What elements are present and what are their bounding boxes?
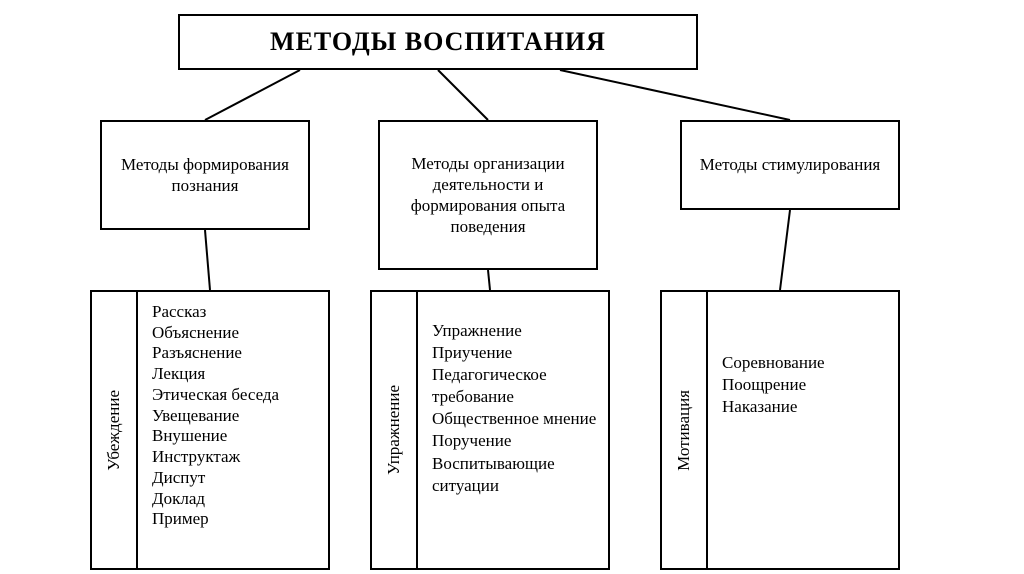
category-label: Методы стимулирования <box>700 154 881 175</box>
list-item: Общественное мнение <box>432 408 598 430</box>
connector <box>488 270 490 290</box>
list-box-2: Упражнение Упражнение Приучение Педагоги… <box>370 290 610 570</box>
list-item: Наказание <box>722 396 888 418</box>
list-item: Соревнование <box>722 352 888 374</box>
side-label-text: Мотивация <box>672 384 696 477</box>
category-label: Методы формирования познания <box>108 154 302 197</box>
list-item: Лекция <box>152 364 318 385</box>
list-box-1: Убеждение Рассказ Объяснение Разъяснение… <box>90 290 330 570</box>
list-box-3: Мотивация Соревнование Поощрение Наказан… <box>660 290 900 570</box>
list-item: Педагогическое требование <box>432 364 598 408</box>
list-item: Воспитывающие ситуации <box>432 453 598 497</box>
side-label-text: Упражнение <box>382 379 406 481</box>
list-item: Рассказ <box>152 302 318 323</box>
connector <box>205 230 210 290</box>
connector <box>780 210 790 290</box>
list-item: Инструктаж <box>152 447 318 468</box>
list-item: Диспут <box>152 468 318 489</box>
list-item: Внушение <box>152 426 318 447</box>
list-body-1: Рассказ Объяснение Разъяснение Лекция Эт… <box>138 292 328 568</box>
title-text: МЕТОДЫ ВОСПИТАНИЯ <box>270 27 606 57</box>
list-item: Этическая беседа <box>152 385 318 406</box>
list-body-3: Соревнование Поощрение Наказание <box>708 292 898 568</box>
list-item: Приучение <box>432 342 598 364</box>
list-item: Поручение <box>432 430 598 452</box>
list-item: Пример <box>152 509 318 530</box>
category-box-2: Методы организации деятельности и формир… <box>378 120 598 270</box>
connector <box>205 70 300 120</box>
side-label-text: Убеждение <box>102 384 126 477</box>
title-box: МЕТОДЫ ВОСПИТАНИЯ <box>178 14 698 70</box>
category-box-1: Методы формирования познания <box>100 120 310 230</box>
category-box-3: Методы стимулирования <box>680 120 900 210</box>
connector <box>560 70 790 120</box>
list-item: Упражнение <box>432 320 598 342</box>
list-item: Увещевание <box>152 406 318 427</box>
list-body-2: Упражнение Приучение Педагогическое треб… <box>418 292 608 568</box>
connector <box>438 70 488 120</box>
category-label: Методы организации деятельности и формир… <box>386 153 590 238</box>
list-item: Объяснение <box>152 323 318 344</box>
list-side-label-3: Мотивация <box>662 292 708 568</box>
list-item: Поощрение <box>722 374 888 396</box>
list-item: Разъяснение <box>152 343 318 364</box>
list-item: Доклад <box>152 489 318 510</box>
list-side-label-2: Упражнение <box>372 292 418 568</box>
list-side-label-1: Убеждение <box>92 292 138 568</box>
